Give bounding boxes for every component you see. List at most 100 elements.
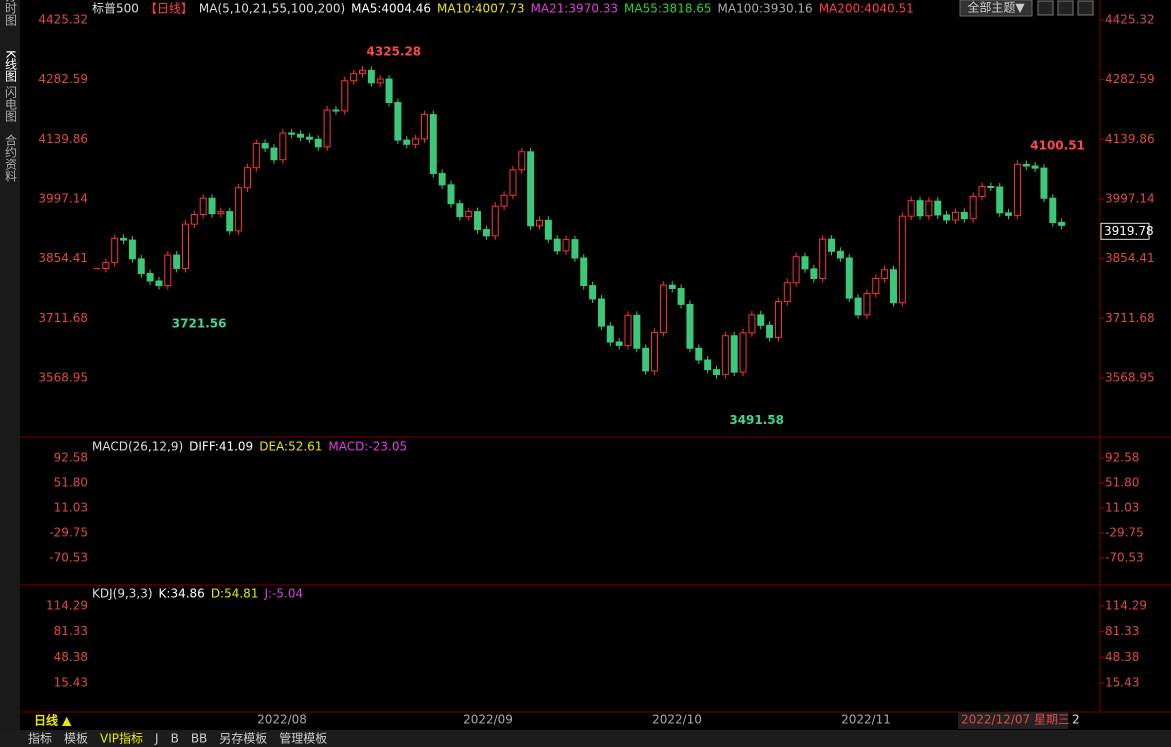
bottom-tab[interactable]: VIP指标 bbox=[100, 731, 143, 746]
header-text: MA10:4007.73 bbox=[437, 2, 525, 16]
last-price-box bbox=[1100, 222, 1150, 240]
candle bbox=[792, 256, 800, 284]
candle bbox=[199, 197, 207, 216]
y-tick-label: 3568.95 bbox=[1105, 371, 1155, 385]
bottom-tab[interactable]: J bbox=[154, 732, 159, 746]
candle bbox=[695, 347, 703, 361]
candle bbox=[704, 359, 712, 371]
candle bbox=[1022, 163, 1030, 167]
price-annotation: 3721.56 bbox=[172, 317, 227, 331]
candle bbox=[341, 80, 349, 112]
candle bbox=[359, 69, 366, 75]
candle bbox=[907, 200, 915, 217]
icon-button[interactable] bbox=[1077, 0, 1094, 16]
price-annotation: 3491.58 bbox=[729, 413, 784, 427]
y-tick-label: 4139.86 bbox=[38, 132, 88, 146]
candle bbox=[748, 314, 756, 334]
candle bbox=[217, 211, 225, 215]
y-tick-label: 3997.14 bbox=[1105, 191, 1155, 205]
candle bbox=[412, 138, 420, 145]
sidebar-tab[interactable]: 合约资料 bbox=[4, 133, 18, 182]
candle bbox=[226, 211, 234, 232]
candle bbox=[297, 133, 305, 138]
period-button[interactable]: 日线 ▲ bbox=[34, 713, 72, 728]
candle bbox=[810, 268, 818, 279]
y-tick-label: 3854.41 bbox=[38, 251, 88, 265]
icon-button[interactable] bbox=[1037, 0, 1054, 16]
header-text: MA55:3818.65 bbox=[624, 2, 712, 16]
x-tick-label: 2022/11 bbox=[841, 713, 891, 727]
candle bbox=[757, 314, 765, 326]
candle bbox=[235, 187, 243, 232]
sidebar-tab[interactable]: K线图 bbox=[4, 50, 18, 82]
icon-button[interactable] bbox=[1057, 0, 1074, 16]
bottom-tab[interactable]: B bbox=[171, 732, 179, 746]
candle bbox=[164, 254, 172, 287]
y-tick-label: 4282.59 bbox=[38, 72, 88, 86]
candle bbox=[465, 211, 473, 218]
y-tick-label: 3711.68 bbox=[38, 311, 88, 325]
candle bbox=[633, 314, 641, 349]
candle bbox=[721, 335, 729, 376]
candle bbox=[943, 214, 951, 221]
price-annotation: 4325.28 bbox=[367, 44, 422, 58]
candle bbox=[978, 186, 986, 198]
y-tick-label: 11.03 bbox=[54, 500, 88, 514]
candle bbox=[482, 229, 490, 237]
macd-text: MACD(26,12,9) bbox=[92, 440, 183, 454]
candle bbox=[677, 288, 685, 305]
candle bbox=[774, 300, 782, 338]
macd-text: DIFF:41.09 bbox=[189, 440, 253, 454]
candle bbox=[137, 258, 145, 274]
kdj-text: KDJ(9,3,3) bbox=[92, 587, 153, 601]
candle bbox=[305, 136, 313, 140]
candle bbox=[615, 341, 623, 346]
y-tick-label: 48.38 bbox=[1105, 650, 1139, 664]
candle bbox=[323, 109, 331, 148]
y-tick-label: 4425.32 bbox=[1105, 13, 1155, 27]
last-price: 3919.78 bbox=[1104, 224, 1154, 238]
candle bbox=[686, 303, 694, 349]
candle bbox=[1058, 221, 1066, 226]
y-tick-label: 3854.41 bbox=[1105, 251, 1155, 265]
candle bbox=[898, 215, 906, 304]
y-tick-label: 81.33 bbox=[54, 624, 88, 638]
candle bbox=[960, 211, 968, 220]
sidebar-tab[interactable]: 闪电图 bbox=[4, 86, 18, 122]
theme-button[interactable] bbox=[959, 0, 1033, 17]
y-tick-label: 15.43 bbox=[1105, 676, 1139, 690]
y-tick-label: -70.53 bbox=[1105, 551, 1144, 565]
candle bbox=[385, 78, 393, 103]
y-tick-label: 3711.68 bbox=[1105, 311, 1155, 325]
bottom-tab[interactable]: 管理模板 bbox=[279, 731, 327, 746]
y-tick-label: 4139.86 bbox=[1105, 132, 1155, 146]
candle bbox=[128, 239, 136, 260]
candle bbox=[376, 78, 384, 84]
candle bbox=[916, 200, 924, 217]
candle bbox=[350, 73, 358, 82]
y-tick-label: 11.03 bbox=[1105, 500, 1139, 514]
header-text: MA200:4040.51 bbox=[819, 2, 914, 16]
candle bbox=[190, 214, 198, 225]
theme-label: 全部主题▼ bbox=[967, 0, 1025, 15]
y-tick-label: 114.29 bbox=[1105, 599, 1147, 613]
bottom-tab[interactable]: 模板 bbox=[64, 732, 88, 746]
candle bbox=[544, 219, 552, 240]
candle bbox=[872, 277, 880, 295]
bottom-tab[interactable]: BB bbox=[191, 732, 207, 746]
candle bbox=[420, 114, 428, 140]
candle bbox=[536, 219, 543, 227]
y-tick-label: -29.75 bbox=[1105, 525, 1144, 539]
sidebar-tab[interactable]: 分时图 bbox=[4, 0, 18, 26]
candle bbox=[182, 223, 189, 269]
y-tick-label: 81.33 bbox=[1105, 624, 1139, 638]
macd-text: DEA:52.61 bbox=[259, 440, 322, 454]
y-tick-label: -70.53 bbox=[49, 551, 88, 565]
header-text: MA(5,10,21,55,100,200) bbox=[199, 2, 345, 16]
x-tick-label: 2022/08 bbox=[257, 713, 307, 727]
bottom-tab[interactable]: 指标 bbox=[28, 731, 52, 746]
candle bbox=[491, 205, 499, 237]
bottom-tab[interactable]: 另存模板 bbox=[219, 732, 267, 746]
candle bbox=[456, 203, 464, 218]
